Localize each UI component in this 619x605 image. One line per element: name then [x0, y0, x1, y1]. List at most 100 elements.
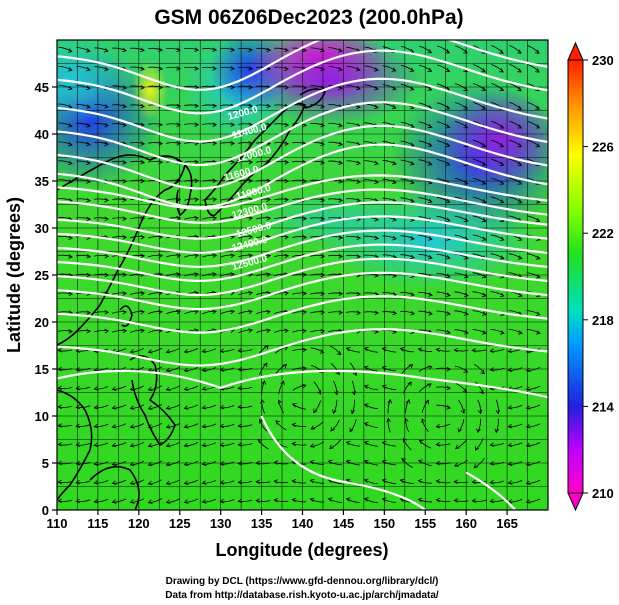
- streamline-arrowhead: [68, 291, 74, 297]
- streamline-arrowhead: [445, 255, 451, 260]
- y-tick-label: 45: [35, 80, 49, 95]
- streamline-arrowhead: [507, 480, 513, 485]
- height-contour: [57, 174, 548, 210]
- streamline-arrowhead: [104, 253, 110, 259]
- streamline-arrowhead: [338, 179, 344, 184]
- streamline-arrowhead: [525, 461, 531, 467]
- streamline-arrowhead: [75, 479, 81, 485]
- streamline-arrowhead: [86, 197, 91, 203]
- streamline-arrowhead: [104, 141, 109, 147]
- temperature-field-cyan-west: [57, 40, 130, 125]
- streamline-arrowhead: [57, 348, 62, 353]
- coastline-borneo: [89, 465, 140, 510]
- streamline-arrowhead: [93, 442, 99, 448]
- streamline-arrowhead: [329, 444, 334, 450]
- streamline-arrowhead: [435, 479, 441, 484]
- streamline-arrowhead: [356, 160, 361, 166]
- x-tick-label: 145: [333, 516, 355, 531]
- streamline-arrowhead: [158, 47, 163, 53]
- streamline-arrowhead: [201, 442, 207, 448]
- streamline-arrowhead: [176, 103, 182, 109]
- streamline-arrowhead: [93, 423, 99, 429]
- colorbar-ticks: 210 214 218 222 226 230: [583, 53, 614, 501]
- coastline-taiwan: [119, 305, 133, 328]
- streamline-arrowhead: [499, 255, 505, 260]
- height-contour: [57, 369, 548, 399]
- streamline-arrowhead: [183, 461, 189, 467]
- streamline-arrowhead: [266, 103, 272, 109]
- streamline-arrowhead: [284, 291, 290, 296]
- coastline-philippines: [129, 355, 176, 447]
- streamline-arrowhead: [260, 398, 265, 404]
- streamline-arrowhead: [275, 420, 280, 425]
- streamline-arrowhead: [418, 459, 423, 464]
- streamline-arrowhead: [86, 310, 92, 315]
- streamline-arrowhead: [201, 499, 207, 504]
- coastline-hokkaido: [299, 88, 326, 109]
- streamline-arrowhead: [67, 85, 73, 91]
- streamline-arrowhead: [93, 480, 99, 485]
- streamline-arrowhead: [212, 141, 218, 146]
- streamline-arrowhead: [489, 479, 495, 485]
- streamline-arrowhead: [463, 217, 469, 222]
- streamline-arrowhead: [183, 499, 189, 504]
- streamline-arrowhead: [499, 68, 504, 73]
- streamline-arrowhead: [194, 253, 200, 259]
- height-contour: [57, 328, 548, 367]
- streamline-arrowhead: [463, 255, 469, 260]
- streamline-arrowhead: [140, 234, 146, 240]
- streamline-arrowhead: [266, 197, 272, 202]
- streamline-arrowhead: [194, 272, 199, 277]
- streamline-arrowhead: [183, 480, 189, 485]
- streamline-arrowhead: [147, 499, 153, 504]
- streamline-arrowhead: [201, 423, 207, 429]
- streamline-arrowhead: [140, 122, 146, 128]
- streamline-arrowhead: [481, 143, 487, 148]
- streamline-arrowhead: [140, 85, 145, 90]
- streamline-arrowhead: [499, 180, 505, 185]
- streamline-arrowhead: [219, 461, 225, 466]
- streamline-arrowhead: [392, 273, 398, 278]
- streamline-arrowhead: [158, 85, 164, 90]
- streamline-arrowhead: [525, 480, 531, 485]
- streamline-arrowhead: [399, 478, 405, 484]
- streamline-arrowhead: [333, 390, 339, 396]
- streamline-arrowhead: [212, 103, 218, 109]
- streamline-arrowhead: [345, 497, 351, 502]
- streamline-arrowhead: [392, 310, 398, 316]
- streamline-arrowhead: [356, 310, 362, 315]
- streamline-arrowhead: [68, 254, 73, 259]
- streamline-arrowhead: [363, 346, 369, 352]
- streamline-arrowhead: [463, 124, 469, 129]
- streamline-arrowhead: [517, 87, 522, 92]
- streamline-arrowhead: [273, 479, 279, 484]
- streamline-arrowhead: [310, 425, 316, 430]
- streamline-arrowhead: [284, 122, 290, 128]
- colorbar-body: [567, 59, 584, 494]
- streamline-arrowhead: [373, 104, 379, 109]
- streamline-arrowhead: [111, 405, 117, 410]
- streamline-arrowhead: [165, 405, 171, 410]
- streamline-arrowhead: [104, 197, 110, 203]
- streamline-arrowhead: [387, 398, 393, 404]
- streamline-arrowhead: [86, 123, 91, 128]
- streamline-arrowhead: [462, 388, 468, 393]
- streamline-arrowhead: [230, 66, 236, 71]
- streamline-arrowhead: [248, 122, 254, 127]
- streamline-arrowhead: [86, 329, 92, 334]
- streamline-arrowhead: [320, 328, 326, 334]
- streamline-arrowhead: [248, 66, 254, 71]
- streamline-arrowhead: [284, 253, 290, 259]
- streamline-arrowhead: [57, 385, 62, 391]
- y-tick-label: 40: [35, 127, 49, 142]
- streamline-arrowhead: [165, 349, 171, 354]
- streamline-arrowhead: [237, 404, 243, 410]
- streamline-arrowhead: [75, 367, 81, 372]
- streamline-arrowhead: [68, 235, 73, 241]
- streamline-arrowhead: [194, 159, 200, 165]
- streamline-arrowhead: [147, 349, 153, 354]
- streamline-arrowhead: [374, 179, 379, 184]
- streamline-arrowhead: [507, 367, 513, 372]
- streamline-arrowhead: [282, 363, 288, 369]
- streamline-arrowhead: [391, 67, 397, 72]
